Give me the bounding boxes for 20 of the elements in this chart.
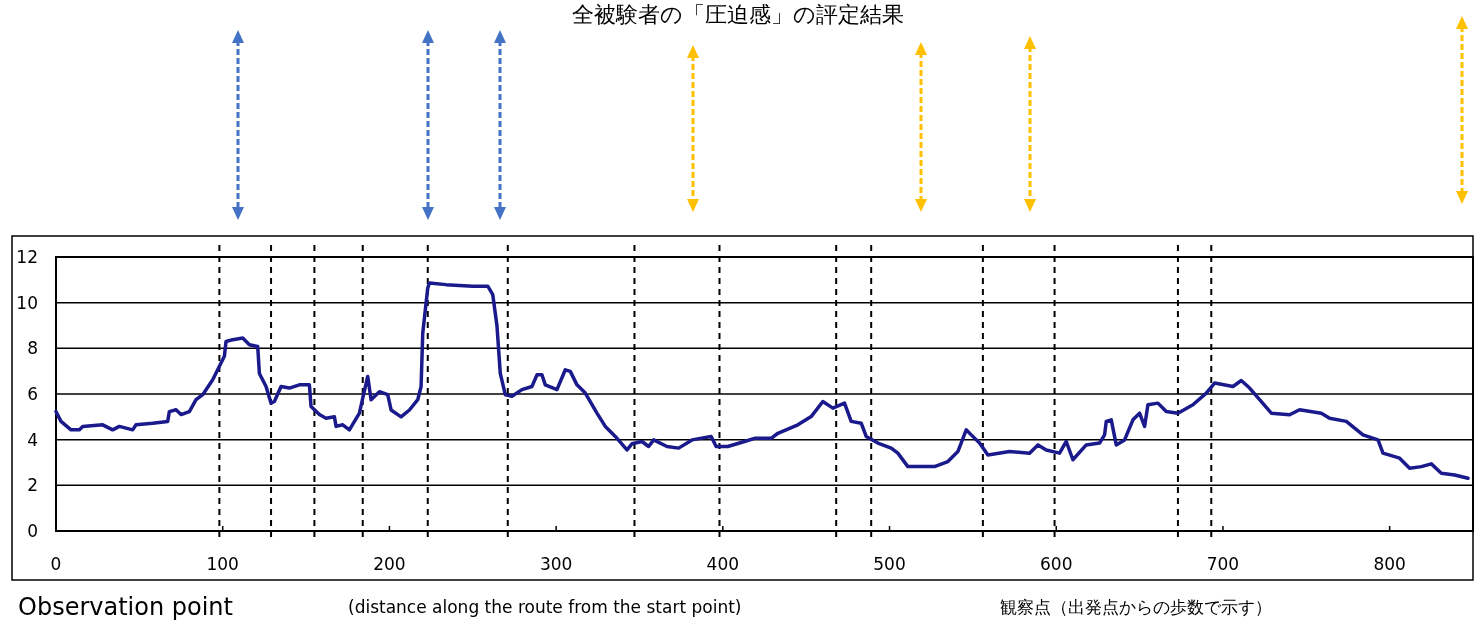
x-tick-label: 600 xyxy=(1040,554,1073,574)
x-tick-label: 800 xyxy=(1373,554,1406,574)
chart-title: 全被験者の「圧迫感」の評定結果 xyxy=(572,2,904,27)
x-tick-label: 300 xyxy=(539,554,573,574)
x-axis-title: Observation point xyxy=(18,593,233,621)
y-tick-label: 8 xyxy=(27,338,38,359)
y-tick-label: 10 xyxy=(16,292,38,313)
x-tick-label: 0 xyxy=(50,554,62,574)
y-tick-label: 4 xyxy=(27,429,38,450)
y-tick-label: 6 xyxy=(27,384,38,404)
x-tick-label: 700 xyxy=(1206,554,1240,574)
x-tick-label: 500 xyxy=(873,554,906,574)
y-tick-label: 0 xyxy=(27,521,38,541)
x-tick-label: 400 xyxy=(706,554,740,574)
x-tick-label: 200 xyxy=(373,554,406,574)
x-tick-label: 100 xyxy=(206,554,239,574)
text: (distance along the route from the start point) xyxy=(348,597,742,617)
y-tick-label: 12 xyxy=(16,247,38,267)
text: 観察点（出発点からの歩数で示す） xyxy=(1000,597,1272,617)
y-tick-label: 2 xyxy=(27,475,38,496)
